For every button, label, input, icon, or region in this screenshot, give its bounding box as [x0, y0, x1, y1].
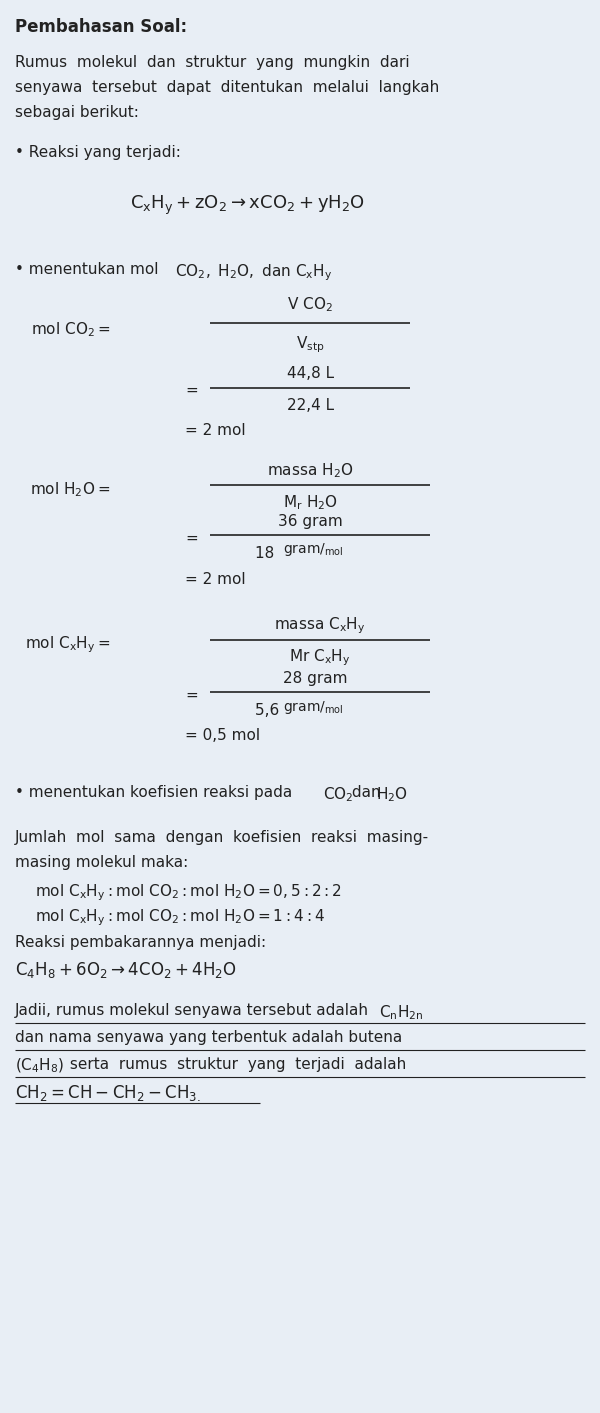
Text: • menentukan koefisien reaksi pada: • menentukan koefisien reaksi pada [15, 786, 298, 800]
Text: $\mathregular{gram/_{mol}}$: $\mathregular{gram/_{mol}}$ [283, 698, 344, 715]
Text: $\mathregular{mol \ C_xH_y =}$: $\mathregular{mol \ C_xH_y =}$ [25, 634, 110, 656]
Text: 36 gram: 36 gram [278, 513, 343, 528]
Text: sebagai berikut:: sebagai berikut: [15, 105, 139, 120]
Text: $\mathregular{M_r \ H_2O}$: $\mathregular{M_r \ H_2O}$ [283, 493, 338, 513]
Text: dan: dan [347, 786, 386, 800]
Text: Pembahasan Soal:: Pembahasan Soal: [15, 18, 187, 35]
Text: $\mathregular{C_nH_{2n}}$: $\mathregular{C_nH_{2n}}$ [379, 1003, 424, 1022]
Text: $\mathregular{C_4H_8 + 6O_2 \rightarrow 4CO_2 + 4H_2O}$: $\mathregular{C_4H_8 + 6O_2 \rightarrow … [15, 959, 237, 981]
Text: Rumus  molekul  dan  struktur  yang  mungkin  dari: Rumus molekul dan struktur yang mungkin … [15, 55, 410, 71]
Text: $\mathregular{V_{stp}}$: $\mathregular{V_{stp}}$ [296, 335, 325, 355]
Text: Jadii, rumus molekul senyawa tersebut adalah: Jadii, rumus molekul senyawa tersebut ad… [15, 1003, 374, 1017]
Text: $\mathregular{massa \ H_2O}$: $\mathregular{massa \ H_2O}$ [267, 462, 353, 480]
Text: = 0,5 mol: = 0,5 mol [185, 728, 260, 742]
Text: Reaksi pembakarannya menjadi:: Reaksi pembakarannya menjadi: [15, 935, 266, 950]
Text: $\mathregular{C_xH_y + zO_2 \rightarrow xCO_2 + yH_2O}$: $\mathregular{C_xH_y + zO_2 \rightarrow … [130, 194, 365, 216]
Text: $\mathregular{V \ CO_2}$: $\mathregular{V \ CO_2}$ [287, 295, 333, 314]
Text: 5,6: 5,6 [255, 702, 284, 718]
Text: serta  rumus  struktur  yang  terjadi  adalah: serta rumus struktur yang terjadi adalah [65, 1057, 406, 1072]
Text: = 2 mol: = 2 mol [185, 422, 246, 438]
Text: $\mathregular{mol \ H_2O =}$: $\mathregular{mol \ H_2O =}$ [30, 480, 110, 499]
Text: =: = [185, 383, 198, 397]
Text: $\mathregular{CO_2, \ H_2O, \ dan \ C_xH_y}$: $\mathregular{CO_2, \ H_2O, \ dan \ C_xH… [175, 261, 332, 283]
Text: $\mathregular{mol \ C_xH_y : mol \ CO_2 : mol \ H_2O = 0,5 : 2 : 2}$: $\mathregular{mol \ C_xH_y : mol \ CO_2 … [35, 882, 342, 903]
Text: masing molekul maka:: masing molekul maka: [15, 855, 188, 870]
Text: $\mathregular{mol \ C_xH_y : mol \ CO_2 : mol \ H_2O = 1 : 4 : 4}$: $\mathregular{mol \ C_xH_y : mol \ CO_2 … [35, 907, 325, 927]
Text: =: = [185, 530, 198, 545]
Text: =: = [185, 688, 198, 702]
Text: $\mathregular{gram/_{mol}}$: $\mathregular{gram/_{mol}}$ [283, 541, 344, 558]
Text: $\mathregular{massa \ C_xH_y}$: $\mathregular{massa \ C_xH_y}$ [274, 616, 366, 636]
Text: $\mathregular{Mr \ C_xH_y}$: $\mathregular{Mr \ C_xH_y}$ [289, 647, 351, 668]
Text: $\mathregular{(C_4H_8)}$: $\mathregular{(C_4H_8)}$ [15, 1057, 65, 1075]
Text: $\mathregular{CH_2 = CH - CH_2 - CH_{3.}}$: $\mathregular{CH_2 = CH - CH_2 - CH_{3.}… [15, 1082, 201, 1104]
Text: 44,8 L: 44,8 L [287, 366, 334, 380]
Text: 28 gram: 28 gram [283, 671, 347, 685]
Text: Jumlah  mol  sama  dengan  koefisien  reaksi  masing-: Jumlah mol sama dengan koefisien reaksi … [15, 829, 430, 845]
Text: • menentukan mol: • menentukan mol [15, 261, 164, 277]
Text: • Reaksi yang terjadi:: • Reaksi yang terjadi: [15, 146, 181, 160]
Text: $\mathregular{mol \ CO_2 =}$: $\mathregular{mol \ CO_2 =}$ [31, 321, 110, 339]
Text: $\mathregular{CO_2}$: $\mathregular{CO_2}$ [323, 786, 353, 804]
Text: = 2 mol: = 2 mol [185, 572, 246, 588]
Text: $\mathregular{H_2O}$: $\mathregular{H_2O}$ [376, 786, 408, 804]
Text: 22,4 L: 22,4 L [287, 397, 334, 413]
Text: dan nama senyawa yang terbentuk adalah butena: dan nama senyawa yang terbentuk adalah b… [15, 1030, 403, 1046]
Text: senyawa  tersebut  dapat  ditentukan  melalui  langkah: senyawa tersebut dapat ditentukan melalu… [15, 81, 439, 95]
Text: 18: 18 [255, 545, 279, 561]
